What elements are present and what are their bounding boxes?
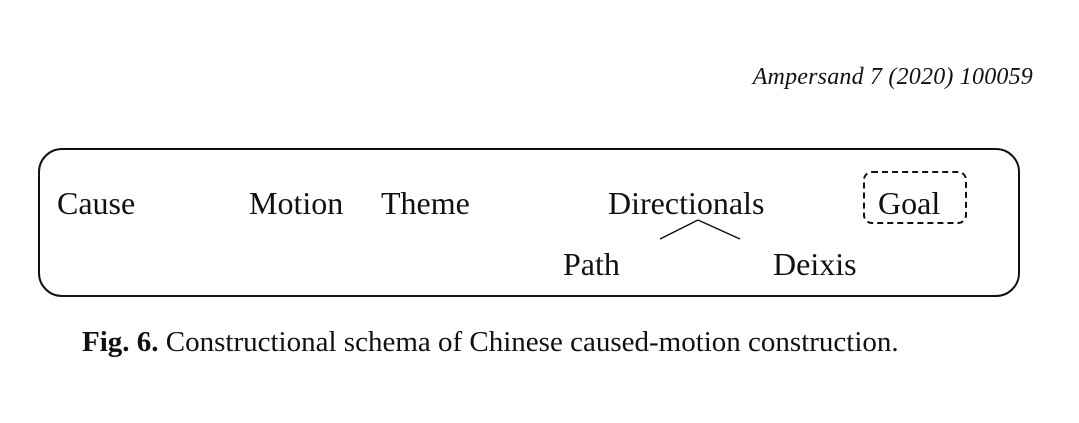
schema-box (38, 148, 1020, 297)
label-path: Path (563, 246, 620, 282)
label-motion: Motion (249, 185, 344, 221)
journal-citation: Ampersand 7 (2020) 100059 (752, 64, 1033, 90)
label-cause: Cause (57, 185, 136, 221)
label-deixis: Deixis (773, 246, 857, 282)
figure-caption: Fig. 6. Constructional schema of Chinese… (82, 326, 899, 359)
label-goal: Goal (878, 185, 941, 221)
goal-dashed-box (863, 171, 967, 224)
figure-label: Fig. 6. (82, 326, 159, 358)
figure-caption-text: Constructional schema of Chinese caused-… (165, 326, 899, 358)
label-theme: Theme (381, 185, 470, 221)
label-directionals: Directionals (608, 185, 765, 221)
